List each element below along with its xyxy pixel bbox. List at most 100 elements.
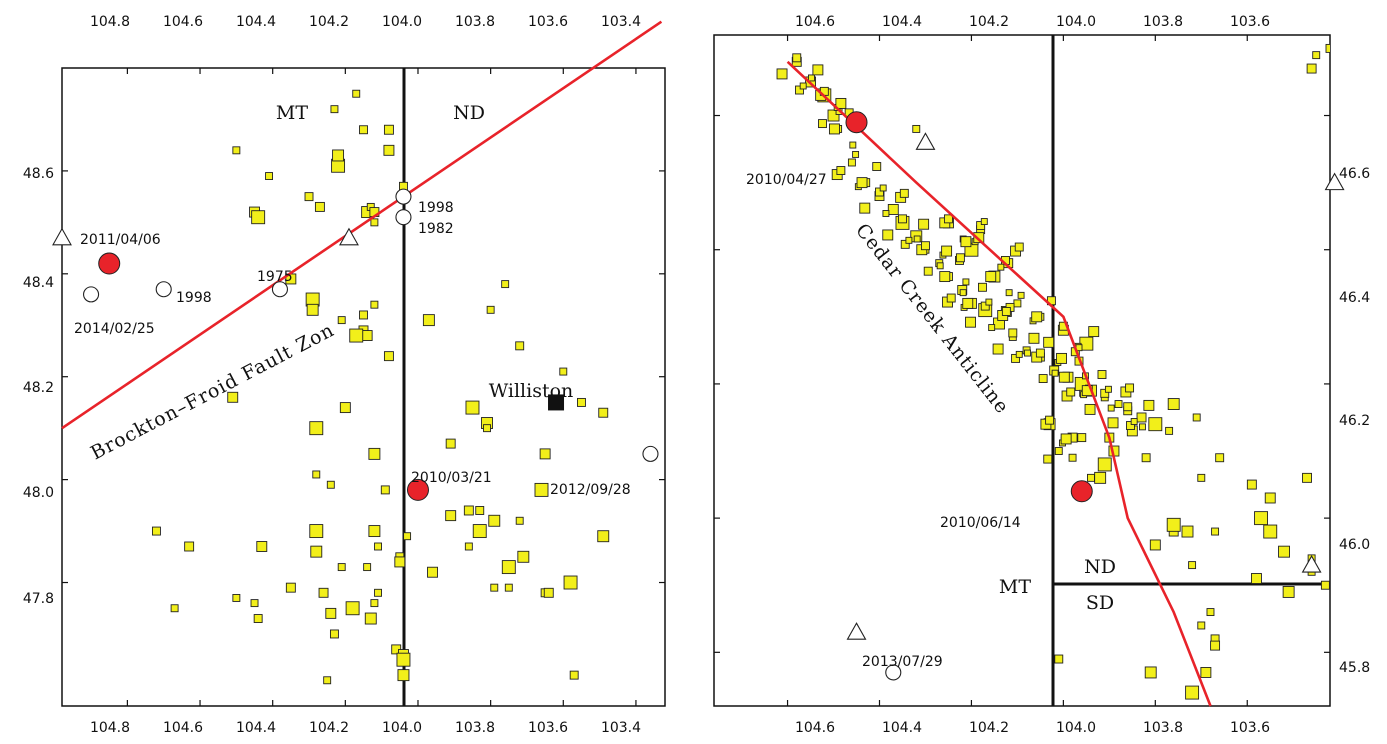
seismic-event-marker: [1107, 417, 1119, 429]
right-y-tick-label: 46.4: [1339, 290, 1370, 306]
historical-event-marker: [885, 664, 902, 681]
seismic-event-marker: [1011, 353, 1021, 363]
seismic-event-marker: [337, 316, 346, 325]
seismic-event-marker: [330, 105, 339, 114]
right-top-tick-labels: 104.6 104.4 104.2 104.0 103.8 103.6: [795, 14, 1270, 30]
seismic-event-marker: [1028, 332, 1040, 344]
event-label-2011-04-06: 2011/04/06: [80, 232, 161, 248]
state-label-nd: ND: [453, 102, 485, 124]
seismic-event-marker: [1097, 457, 1112, 472]
seismic-event-marker: [1312, 51, 1321, 60]
right-bottom-tick-label: 104.4: [882, 720, 922, 736]
seismic-event-marker: [394, 556, 406, 568]
event-label-2012-09-28: 2012/09/28: [550, 482, 631, 498]
event-label-1998-border: 1998: [418, 200, 454, 216]
seismic-event-marker: [445, 510, 457, 522]
seismic-event-marker: [887, 204, 899, 215]
left-top-tick-label: 104.8: [90, 14, 130, 30]
right-top-tick-label: 103.6: [1230, 14, 1270, 30]
seismic-event-marker: [1054, 654, 1064, 664]
seismic-event-marker: [232, 146, 241, 155]
historical-event-marker: [395, 188, 412, 205]
seismic-event-marker: [936, 262, 944, 270]
left-top-tick-label: 104.4: [236, 14, 276, 30]
seismic-event-marker: [151, 526, 161, 536]
seismic-event-marker: [835, 97, 847, 109]
seismic-event-marker: [352, 89, 361, 98]
seismic-event-marker: [475, 506, 485, 515]
left-top-tick-label: 104.0: [382, 14, 422, 30]
seismic-event-marker: [1148, 417, 1163, 432]
city-marker-williston: [548, 394, 565, 411]
left-bottom-tick-label: 104.2: [309, 720, 349, 736]
seismic-event-marker: [1192, 413, 1201, 422]
seismic-event-marker: [836, 166, 846, 175]
seismic-event-marker: [1250, 573, 1262, 584]
seismic-event-marker: [827, 109, 840, 122]
left-bottom-tick-label: 104.8: [90, 720, 130, 736]
right-top-tick-label: 104.0: [1056, 14, 1096, 30]
seismic-event-marker: [997, 263, 1005, 271]
seismic-event-marker: [363, 563, 372, 572]
right-bottom-tick-label: 103.8: [1143, 720, 1183, 736]
seismic-event-marker: [1211, 527, 1220, 536]
seismic-event-marker: [504, 583, 513, 592]
seismic-event-marker: [1263, 524, 1278, 539]
seismic-event-marker: [799, 82, 807, 90]
left-seismic-events: [151, 89, 610, 685]
right-top-tick-label: 104.2: [969, 14, 1009, 30]
left-y-tick-labels: 48.6 48.4 48.2 48.0 47.8: [23, 166, 54, 607]
seismic-event-marker: [1015, 350, 1023, 358]
seismic-event-marker: [856, 177, 868, 189]
left-map-panel: 104.8 104.6 104.4 104.2 104.0 103.8 103.…: [0, 0, 666, 736]
seismic-event-marker: [1197, 621, 1206, 630]
seismic-event-marker: [828, 123, 840, 135]
event-label-2014-02-25: 2014/02/25: [74, 321, 155, 337]
seismic-event-marker: [170, 604, 179, 613]
seismic-event-marker: [973, 232, 985, 244]
seismic-event-marker: [1278, 545, 1290, 558]
historical-event-marker: [83, 286, 100, 303]
seismic-event-marker: [265, 172, 274, 180]
seismic-event-marker: [1005, 289, 1013, 297]
right-y-tick-label: 45.8: [1339, 660, 1370, 676]
left-top-tick-label: 104.6: [163, 14, 203, 30]
seismic-event-marker: [1125, 383, 1135, 393]
left-map-frame: [61, 67, 666, 707]
seismic-event-marker: [849, 141, 857, 149]
seismic-event-marker: [1185, 685, 1200, 700]
right-bottom-tick-label: 104.0: [1056, 720, 1096, 736]
seismic-event-marker: [1200, 667, 1212, 678]
seismic-event-marker: [368, 525, 381, 538]
seismic-event-marker: [345, 601, 360, 616]
left-top-tick-label: 103.4: [601, 14, 641, 30]
left-symbols: [52, 188, 659, 501]
seismic-event-marker: [318, 587, 329, 598]
seismic-event-marker: [285, 582, 296, 593]
seismic-event-marker: [847, 158, 856, 167]
seismic-event-marker: [483, 424, 491, 433]
seismic-event-marker: [427, 566, 438, 578]
seismic-event-marker: [1126, 421, 1135, 430]
seismic-event-marker: [985, 298, 993, 306]
seismic-event-marker: [1149, 539, 1161, 551]
right-y-tick-label: 46.0: [1339, 537, 1370, 553]
seismic-event-marker: [1068, 453, 1077, 462]
seismic-event-marker: [1094, 471, 1107, 484]
seismic-event-marker: [312, 470, 321, 479]
seismic-event-marker: [962, 278, 970, 286]
seismic-event-marker: [980, 301, 990, 311]
seismic-event-marker: [1017, 291, 1025, 299]
seismic-event-marker: [939, 271, 951, 283]
seismic-event-marker: [359, 125, 368, 135]
seismic-event-marker: [912, 124, 921, 133]
seismic-event-marker: [1038, 374, 1048, 384]
event-label-1998-west: 1998: [176, 290, 212, 306]
seismic-event-marker: [795, 85, 804, 95]
right-y-tick-label: 46.6: [1339, 166, 1370, 182]
seismic-event-marker: [1056, 352, 1067, 364]
seismic-event-marker: [374, 588, 382, 597]
right-top-tick-label: 104.4: [882, 14, 922, 30]
seismic-event-marker: [501, 280, 510, 289]
seismic-event-marker: [1167, 398, 1180, 410]
